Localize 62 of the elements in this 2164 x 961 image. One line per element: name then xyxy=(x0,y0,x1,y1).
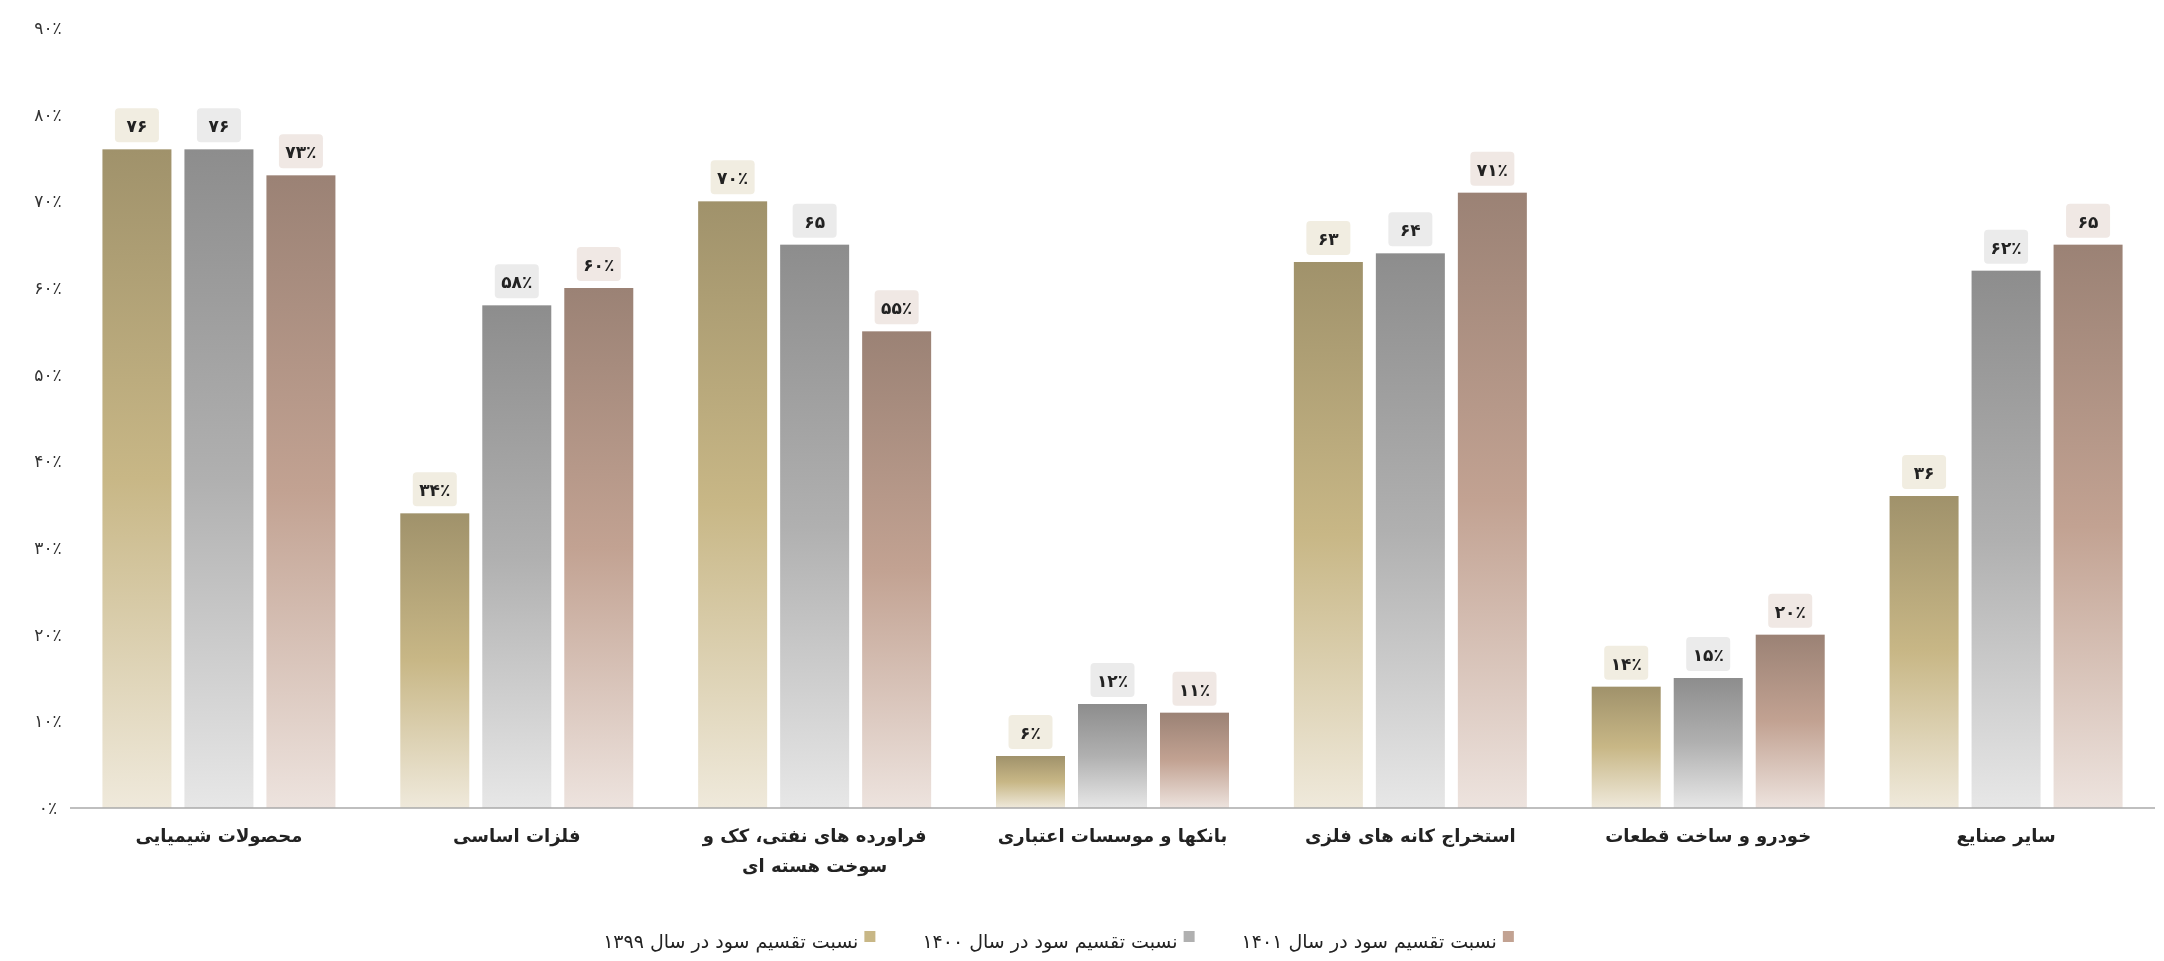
bar xyxy=(1889,496,1959,808)
bar xyxy=(564,288,634,808)
bar xyxy=(1375,253,1445,808)
legend-label: نسبت تقسیم سود در سال ۱۴۰۱ xyxy=(1241,930,1497,953)
data-label: ۶۲٪ xyxy=(1990,237,2022,258)
bar xyxy=(1293,262,1363,808)
data-label: ۷۳٪ xyxy=(285,142,317,163)
y-tick-label: ۸۰٪ xyxy=(34,104,62,125)
data-label: ۱۵٪ xyxy=(1692,645,1724,665)
data-label: ۶۳ xyxy=(1317,229,1340,249)
y-tick-label: ۰٪ xyxy=(38,798,58,818)
bar xyxy=(780,244,850,808)
y-tick-label: ۷۰٪ xyxy=(34,191,62,212)
y-tick-label: ۴۰٪ xyxy=(34,451,62,472)
bar xyxy=(698,201,768,808)
bar xyxy=(482,305,552,808)
y-tick-label: ۹۰٪ xyxy=(34,18,62,38)
x-tick-label: استخراج کانه های فلزی xyxy=(1304,825,1516,847)
x-tick-label: فلزات اساسی xyxy=(453,825,581,847)
bar xyxy=(1457,192,1527,808)
data-label: ۷۰٪ xyxy=(717,168,749,189)
x-tick-label: خودرو و ساخت قطعات xyxy=(1605,825,1812,847)
bar xyxy=(1591,686,1661,808)
bar xyxy=(1971,270,2041,808)
y-tick-label: ۲۰٪ xyxy=(34,624,62,645)
bar xyxy=(266,175,336,808)
x-tick-label: بانکها و موسسات اعتباری xyxy=(997,825,1228,847)
legend-label: نسبت تقسیم سود در سال ۱۳۹۹ xyxy=(603,930,859,953)
data-label: ۱۱٪ xyxy=(1178,679,1211,700)
x-tick-label: سایر صنایع xyxy=(1956,825,2056,847)
data-label: ۳۶ xyxy=(1913,463,1935,483)
data-label: ۶٪ xyxy=(1020,723,1041,743)
data-label: ۶۵ xyxy=(2077,211,2099,232)
data-label: ۶۵ xyxy=(804,211,826,232)
data-label: ۷۱٪ xyxy=(1476,159,1508,180)
data-label: ۳۴٪ xyxy=(419,480,451,501)
data-label: ۵۸٪ xyxy=(501,272,533,293)
x-tick-label: محصولات شیمیایی xyxy=(135,825,303,847)
bar xyxy=(1160,712,1229,808)
data-label: ۲۰٪ xyxy=(1774,601,1806,622)
y-tick-label: ۵۰٪ xyxy=(34,364,62,385)
bar xyxy=(2053,244,2123,808)
bar xyxy=(102,149,172,808)
bar xyxy=(862,331,932,808)
data-label: ۷۶ xyxy=(126,116,148,137)
y-tick-label: ۳۰٪ xyxy=(34,538,62,558)
bar xyxy=(1673,678,1743,808)
bar xyxy=(400,513,470,808)
data-label: ۷۶ xyxy=(208,116,230,137)
bar xyxy=(184,149,254,808)
bar xyxy=(1078,704,1147,808)
legend-label: نسبت تقسیم سود در سال ۱۴۰۰ xyxy=(922,930,1178,953)
data-label: ۶۰٪ xyxy=(583,255,615,275)
data-label: ۵۵٪ xyxy=(881,298,913,319)
data-label: ۶۴ xyxy=(1399,220,1421,241)
data-label: ۱۴٪ xyxy=(1610,653,1642,674)
y-tick-label: ۶۰٪ xyxy=(34,278,62,298)
bar xyxy=(996,756,1065,808)
bar xyxy=(1755,634,1825,808)
x-tick-label: فراورده های نفتی، کک و سوخت هسته ای xyxy=(701,825,927,877)
data-label: ۱۲٪ xyxy=(1096,671,1129,691)
y-tick-label: ۱۰٪ xyxy=(34,711,62,732)
